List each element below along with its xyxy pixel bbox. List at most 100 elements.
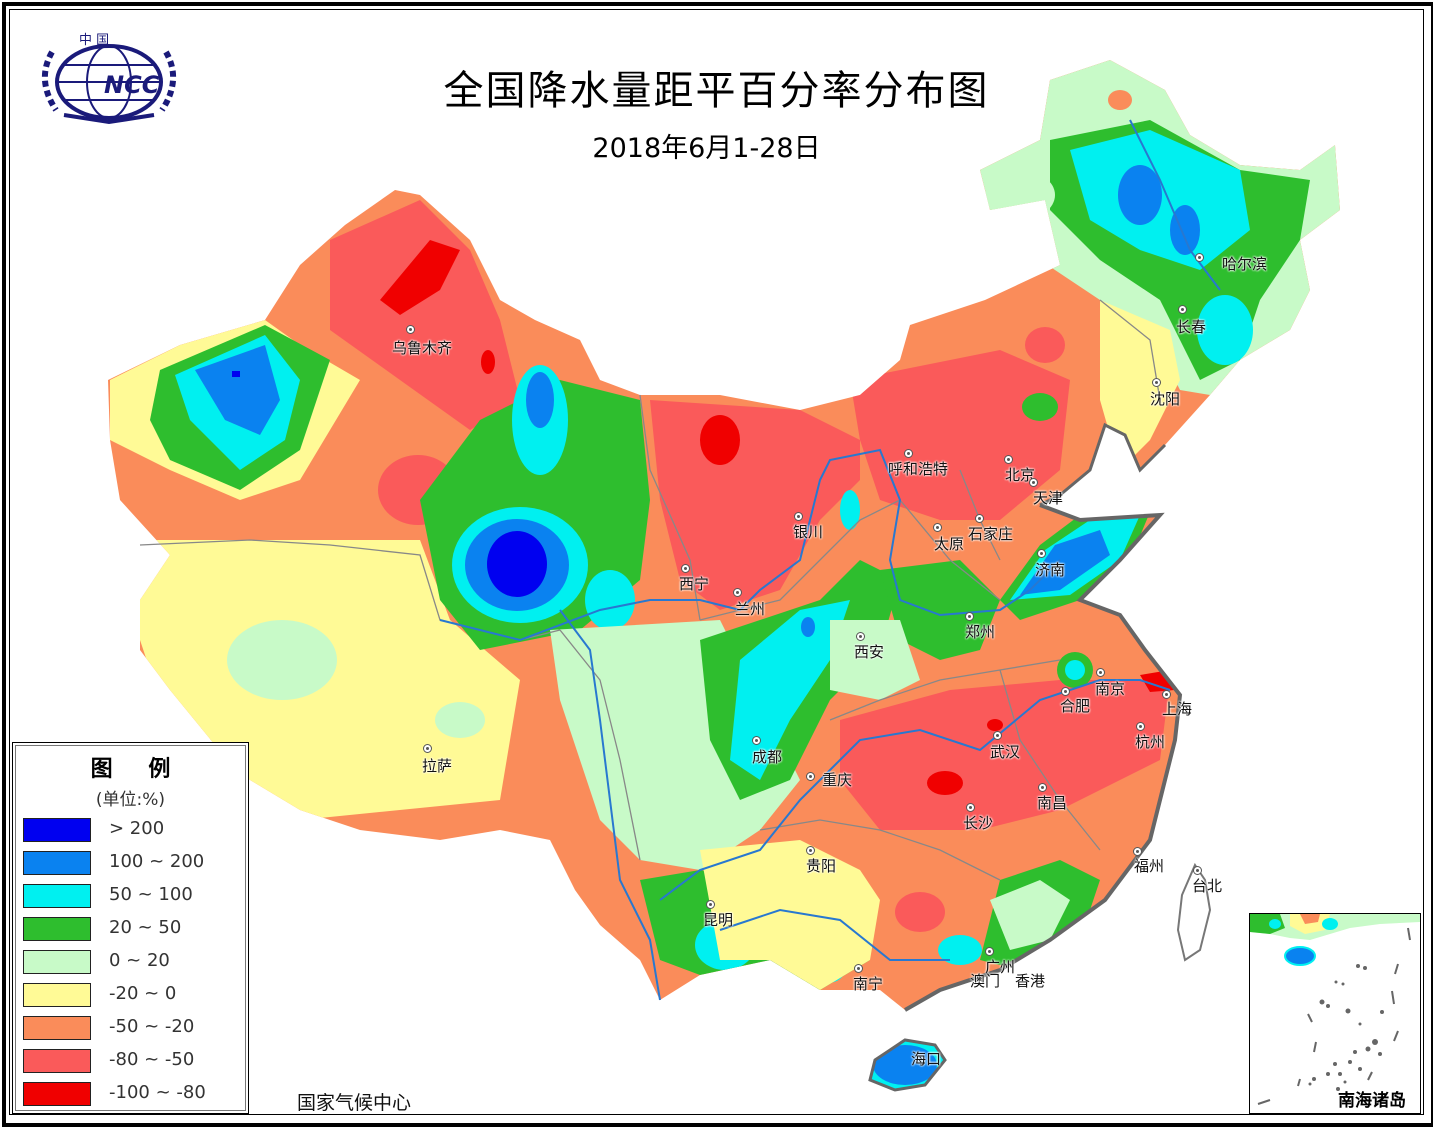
legend-swatch bbox=[23, 1016, 91, 1040]
city-label-chongqing: 重庆 bbox=[822, 771, 853, 789]
city-marker-nanjing bbox=[1096, 668, 1105, 677]
inset-map bbox=[1250, 914, 1420, 1105]
legend-row: 50 ~ 100 bbox=[23, 884, 243, 908]
legend-swatch bbox=[23, 983, 91, 1007]
map-legend: 图 例 (单位:%) > 200 100 ~ 200 50 ~ 100 20 ~… bbox=[12, 742, 249, 1114]
city-label-guangzhou: 广州 bbox=[985, 958, 1016, 976]
city-label-nanjing: 南京 bbox=[1095, 680, 1126, 698]
legend-swatch bbox=[23, 818, 91, 842]
city-label-beijing: 北京 bbox=[1005, 466, 1036, 484]
city-label-zhengzhou: 郑州 bbox=[965, 623, 996, 641]
city-label-tianjin: 天津 bbox=[1033, 489, 1064, 507]
city-marker-fuzhou bbox=[1133, 847, 1142, 856]
city-marker-beijing bbox=[1004, 455, 1013, 464]
city-label-guiyang: 贵阳 bbox=[806, 857, 837, 875]
city-label-nanchang: 南昌 bbox=[1037, 794, 1068, 812]
city-label-hefei: 合肥 bbox=[1060, 697, 1091, 715]
legend-label: 20 ~ 50 bbox=[109, 917, 182, 938]
legend-unit: (单位:%) bbox=[95, 790, 166, 810]
legend-row: > 200 bbox=[23, 818, 243, 842]
city-label-macau: 澳门 bbox=[970, 972, 1001, 990]
city-marker-harbin bbox=[1195, 253, 1204, 262]
inner-frame bbox=[9, 9, 1424, 1115]
city-marker-xian bbox=[856, 632, 865, 641]
city-marker-wuhan bbox=[993, 731, 1002, 740]
legend-swatch bbox=[23, 851, 91, 875]
inset-label: 南海诸岛 bbox=[1338, 1091, 1406, 1111]
map-title: 全国降水量距平百分率分布图 bbox=[443, 68, 990, 114]
city-marker-hohhot bbox=[904, 449, 913, 458]
legend-swatch bbox=[23, 884, 91, 908]
city-label-chengdu: 成都 bbox=[752, 748, 783, 766]
legend-swatch bbox=[23, 950, 91, 974]
city-label-lhasa: 拉萨 bbox=[422, 757, 453, 775]
south-china-sea-inset: 南海诸岛 bbox=[1249, 913, 1421, 1114]
legend-label: -100 ~ -80 bbox=[109, 1082, 206, 1103]
city-marker-xining bbox=[681, 564, 690, 573]
logo-text: NCC bbox=[104, 71, 160, 99]
city-label-lanzhou: 兰州 bbox=[735, 600, 766, 618]
legend-row: 20 ~ 50 bbox=[23, 917, 243, 941]
legend-label: 50 ~ 100 bbox=[109, 884, 193, 905]
legend-label: > 200 bbox=[109, 818, 165, 839]
city-marker-changchun bbox=[1178, 305, 1187, 314]
city-label-fuzhou: 福州 bbox=[1134, 857, 1165, 875]
legend-label: 100 ~ 200 bbox=[109, 851, 205, 872]
city-marker-shijiazhuang bbox=[975, 514, 984, 523]
city-label-shenyang: 沈阳 bbox=[1150, 390, 1181, 408]
legend-label: -50 ~ -20 bbox=[109, 1016, 195, 1037]
city-marker-chongqing bbox=[806, 772, 815, 781]
city-marker-shanghai bbox=[1162, 690, 1171, 699]
city-marker-zhengzhou bbox=[965, 612, 974, 621]
city-label-haikou: 海口 bbox=[911, 1050, 942, 1068]
city-marker-jinan bbox=[1037, 549, 1046, 558]
legend-row: 0 ~ 20 bbox=[23, 950, 243, 974]
city-label-xian: 西安 bbox=[854, 643, 885, 661]
city-marker-urumqi bbox=[406, 325, 415, 334]
city-label-jinan: 济南 bbox=[1035, 561, 1066, 579]
legend-row: -100 ~ -80 bbox=[23, 1082, 243, 1106]
city-marker-guangzhou bbox=[985, 947, 994, 956]
city-marker-shenyang bbox=[1152, 378, 1161, 387]
legend-label: 0 ~ 20 bbox=[109, 950, 170, 971]
logo-top-text: 中 国 bbox=[79, 33, 109, 48]
city-label-urumqi: 乌鲁木齐 bbox=[392, 339, 453, 357]
city-label-harbin: 哈尔滨 bbox=[1222, 255, 1268, 273]
city-label-changsha: 长沙 bbox=[963, 814, 994, 832]
city-label-hohhot: 呼和浩特 bbox=[888, 460, 949, 478]
legend-label: -80 ~ -50 bbox=[109, 1049, 195, 1070]
city-marker-hefei bbox=[1061, 687, 1070, 696]
city-label-changchun: 长春 bbox=[1176, 318, 1207, 336]
city-marker-lhasa bbox=[423, 744, 432, 753]
city-marker-tianjin bbox=[1029, 478, 1038, 487]
legend-row: -20 ~ 0 bbox=[23, 983, 243, 1007]
city-label-hangzhou: 杭州 bbox=[1135, 733, 1166, 751]
city-label-shijiazhuang: 石家庄 bbox=[968, 525, 1014, 543]
city-label-xining: 西宁 bbox=[679, 575, 710, 593]
city-label-taiyuan: 太原 bbox=[934, 535, 965, 553]
city-label-shanghai: 上海 bbox=[1162, 700, 1193, 718]
legend-row: -80 ~ -50 bbox=[23, 1049, 243, 1073]
city-label-kunming: 昆明 bbox=[703, 911, 734, 929]
city-label-taipei: 台北 bbox=[1192, 877, 1223, 895]
city-marker-taipei bbox=[1193, 866, 1202, 875]
city-marker-nanchang bbox=[1038, 783, 1047, 792]
city-marker-hangzhou bbox=[1136, 722, 1145, 731]
city-marker-lanzhou bbox=[733, 588, 742, 597]
city-label-wuhan: 武汉 bbox=[990, 743, 1021, 761]
city-label-hongkong: 香港 bbox=[1015, 972, 1046, 990]
city-label-yinchuan: 银川 bbox=[793, 523, 824, 541]
ncc-logo-icon: 中 国 NCC bbox=[41, 33, 177, 125]
legend-label: -20 ~ 0 bbox=[109, 983, 177, 1004]
map-subtitle: 2018年6月1-28日 bbox=[592, 133, 821, 164]
city-marker-guiyang bbox=[806, 846, 815, 855]
legend-swatch bbox=[23, 1082, 91, 1106]
city-marker-kunming bbox=[706, 900, 715, 909]
city-marker-chengdu bbox=[752, 736, 761, 745]
city-marker-changsha bbox=[966, 803, 975, 812]
city-marker-nanning bbox=[854, 964, 863, 973]
legend-inner-border bbox=[15, 745, 246, 1111]
legend-row: 100 ~ 200 bbox=[23, 851, 243, 875]
city-marker-yinchuan bbox=[794, 512, 803, 521]
legend-title: 图 例 bbox=[90, 757, 185, 782]
